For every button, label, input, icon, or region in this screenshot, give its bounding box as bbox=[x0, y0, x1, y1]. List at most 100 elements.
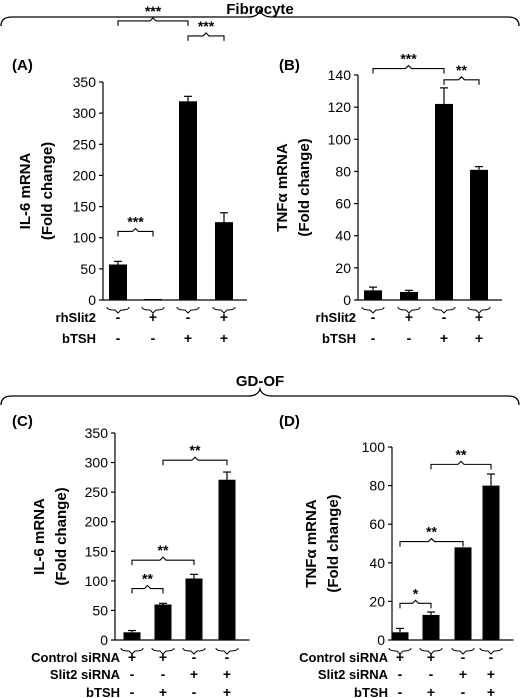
panel-label: (D) bbox=[279, 413, 300, 430]
y-tick-label: 200 bbox=[85, 514, 109, 530]
condition-value: - bbox=[192, 649, 197, 665]
condition-label: Control siRNA bbox=[299, 650, 388, 665]
significance-label: ** bbox=[158, 542, 169, 558]
condition-value: + bbox=[190, 666, 198, 682]
significance-label: *** bbox=[145, 3, 162, 19]
panel-label: (A) bbox=[12, 57, 33, 74]
condition-value: + bbox=[440, 330, 448, 346]
condition-value: - bbox=[489, 649, 494, 665]
condition-label: Control siRNA bbox=[31, 650, 120, 665]
panel-label: (C) bbox=[12, 413, 33, 430]
bar-group-brace bbox=[151, 647, 175, 655]
condition-value: - bbox=[442, 309, 447, 325]
group-brace-fibrocyte bbox=[0, 7, 520, 27]
y-axis-label: (Fold change) bbox=[296, 138, 313, 236]
panel-c: (C) 0 50 100 150 200 250 300 350 IL-6 mRNA (Fold c… bbox=[12, 413, 250, 698]
y-tick-label: 350 bbox=[85, 425, 109, 441]
y-tick-label: 100 bbox=[328, 131, 352, 147]
condition-value: + bbox=[396, 649, 404, 665]
condition-value: + bbox=[184, 330, 192, 346]
y-tick-label: 100 bbox=[73, 230, 97, 246]
y-tick-label: 150 bbox=[85, 543, 109, 559]
condition-value: + bbox=[128, 649, 136, 665]
condition-label: rhSlit2 bbox=[56, 310, 96, 325]
bar-group-brace bbox=[182, 647, 206, 655]
y-tick-label: 250 bbox=[73, 136, 97, 152]
condition-value: + bbox=[459, 666, 467, 682]
significance-label: ** bbox=[456, 446, 467, 462]
y-tick-label: 40 bbox=[335, 228, 351, 244]
significance-label: *** bbox=[198, 18, 215, 34]
y-axis-label: TNFα mRNA bbox=[274, 143, 291, 232]
y-tick-label: 100 bbox=[362, 439, 386, 455]
group-title-gd-of: GD-OF bbox=[236, 373, 284, 390]
significance-bracket bbox=[399, 599, 432, 609]
condition-value: + bbox=[159, 649, 167, 665]
y-tick-label: 60 bbox=[335, 196, 351, 212]
bar bbox=[482, 485, 500, 640]
panel-label: (B) bbox=[279, 57, 300, 74]
y-axis-label: (Fold change) bbox=[325, 494, 342, 592]
condition-value: - bbox=[116, 330, 121, 346]
y-tick-label: 80 bbox=[335, 163, 351, 179]
bar bbox=[215, 222, 233, 300]
bar-group-brace bbox=[397, 306, 421, 314]
condition-value: - bbox=[398, 666, 403, 682]
significance-label: ** bbox=[426, 524, 437, 540]
group-brace-gd-of bbox=[0, 386, 520, 406]
condition-value: - bbox=[192, 684, 197, 698]
condition-label: Slit2 siRNA bbox=[318, 667, 389, 682]
condition-label: rhSlit2 bbox=[316, 310, 356, 325]
bar-group-brace bbox=[451, 647, 475, 655]
y-tick-label: 300 bbox=[85, 455, 109, 471]
y-tick-label: 100 bbox=[85, 573, 109, 589]
y-tick-label: 0 bbox=[377, 632, 385, 648]
panel-a: (A) 0 50 100 150 200 250 300 350 IL-6 mRNA (Fold c… bbox=[12, 3, 247, 346]
condition-value: + bbox=[487, 666, 495, 682]
y-tick-label: 20 bbox=[335, 260, 351, 276]
y-tick-label: 40 bbox=[369, 555, 385, 571]
y-tick-label: 150 bbox=[73, 199, 97, 215]
significance-bracket bbox=[162, 456, 228, 466]
y-axis-label: TNFα mRNA bbox=[303, 499, 320, 588]
bar bbox=[154, 604, 172, 640]
panel-b: (B) 0 20 40 60 80 100 120 140 TNFα mRNA (Fold chan… bbox=[274, 51, 502, 346]
condition-label: bTSH bbox=[86, 685, 120, 698]
bar bbox=[400, 291, 418, 300]
significance-bracket bbox=[372, 64, 445, 74]
y-tick-label: 0 bbox=[88, 292, 96, 308]
condition-label: bTSH bbox=[62, 331, 96, 346]
condition-value: - bbox=[371, 330, 376, 346]
condition-value: - bbox=[371, 309, 376, 325]
significance-label: ** bbox=[190, 442, 201, 458]
bar-group-brace bbox=[479, 647, 503, 655]
condition-value: + bbox=[427, 649, 435, 665]
significance-bracket bbox=[131, 584, 164, 594]
condition-value: + bbox=[220, 330, 228, 346]
y-tick-label: 80 bbox=[369, 478, 385, 494]
significance-label: ** bbox=[456, 62, 467, 78]
condition-label: bTSH bbox=[354, 685, 388, 698]
bar-group-brace bbox=[467, 306, 491, 314]
bar bbox=[123, 632, 141, 640]
bar bbox=[109, 264, 127, 300]
bar bbox=[179, 101, 197, 301]
condition-value: + bbox=[223, 666, 231, 682]
bar bbox=[470, 169, 488, 300]
significance-bracket bbox=[399, 537, 464, 547]
condition-label: bTSH bbox=[322, 331, 356, 346]
y-tick-label: 0 bbox=[100, 632, 108, 648]
condition-value: - bbox=[130, 666, 135, 682]
bar-group-brace bbox=[432, 306, 456, 314]
bar-group-brace bbox=[388, 647, 412, 655]
significance-bracket bbox=[443, 76, 480, 85]
bar bbox=[364, 290, 382, 300]
bar-group-brace bbox=[361, 306, 385, 314]
y-tick-label: 350 bbox=[73, 74, 97, 90]
significance-label: ** bbox=[142, 571, 153, 587]
significance-bracket bbox=[187, 32, 225, 41]
y-tick-label: 50 bbox=[92, 602, 108, 618]
bar-group-brace bbox=[419, 647, 443, 655]
y-tick-label: 20 bbox=[369, 593, 385, 609]
